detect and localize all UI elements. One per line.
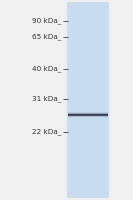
Text: 65 kDa_: 65 kDa_: [32, 34, 61, 40]
Bar: [68, 114, 108, 115]
Bar: [68, 116, 108, 117]
Text: 90 kDa_: 90 kDa_: [32, 18, 61, 24]
Text: 22 kDa_: 22 kDa_: [32, 129, 61, 135]
Bar: [68, 112, 108, 113]
Bar: [68, 115, 108, 116]
Text: 40 kDa_: 40 kDa_: [32, 66, 61, 72]
Bar: [68, 112, 108, 113]
Bar: [68, 111, 108, 112]
Bar: [68, 111, 108, 112]
Text: 31 kDa_: 31 kDa_: [32, 96, 61, 102]
Bar: [68, 117, 108, 118]
Bar: [67, 2, 109, 198]
Bar: [68, 113, 108, 114]
Bar: [68, 118, 108, 119]
